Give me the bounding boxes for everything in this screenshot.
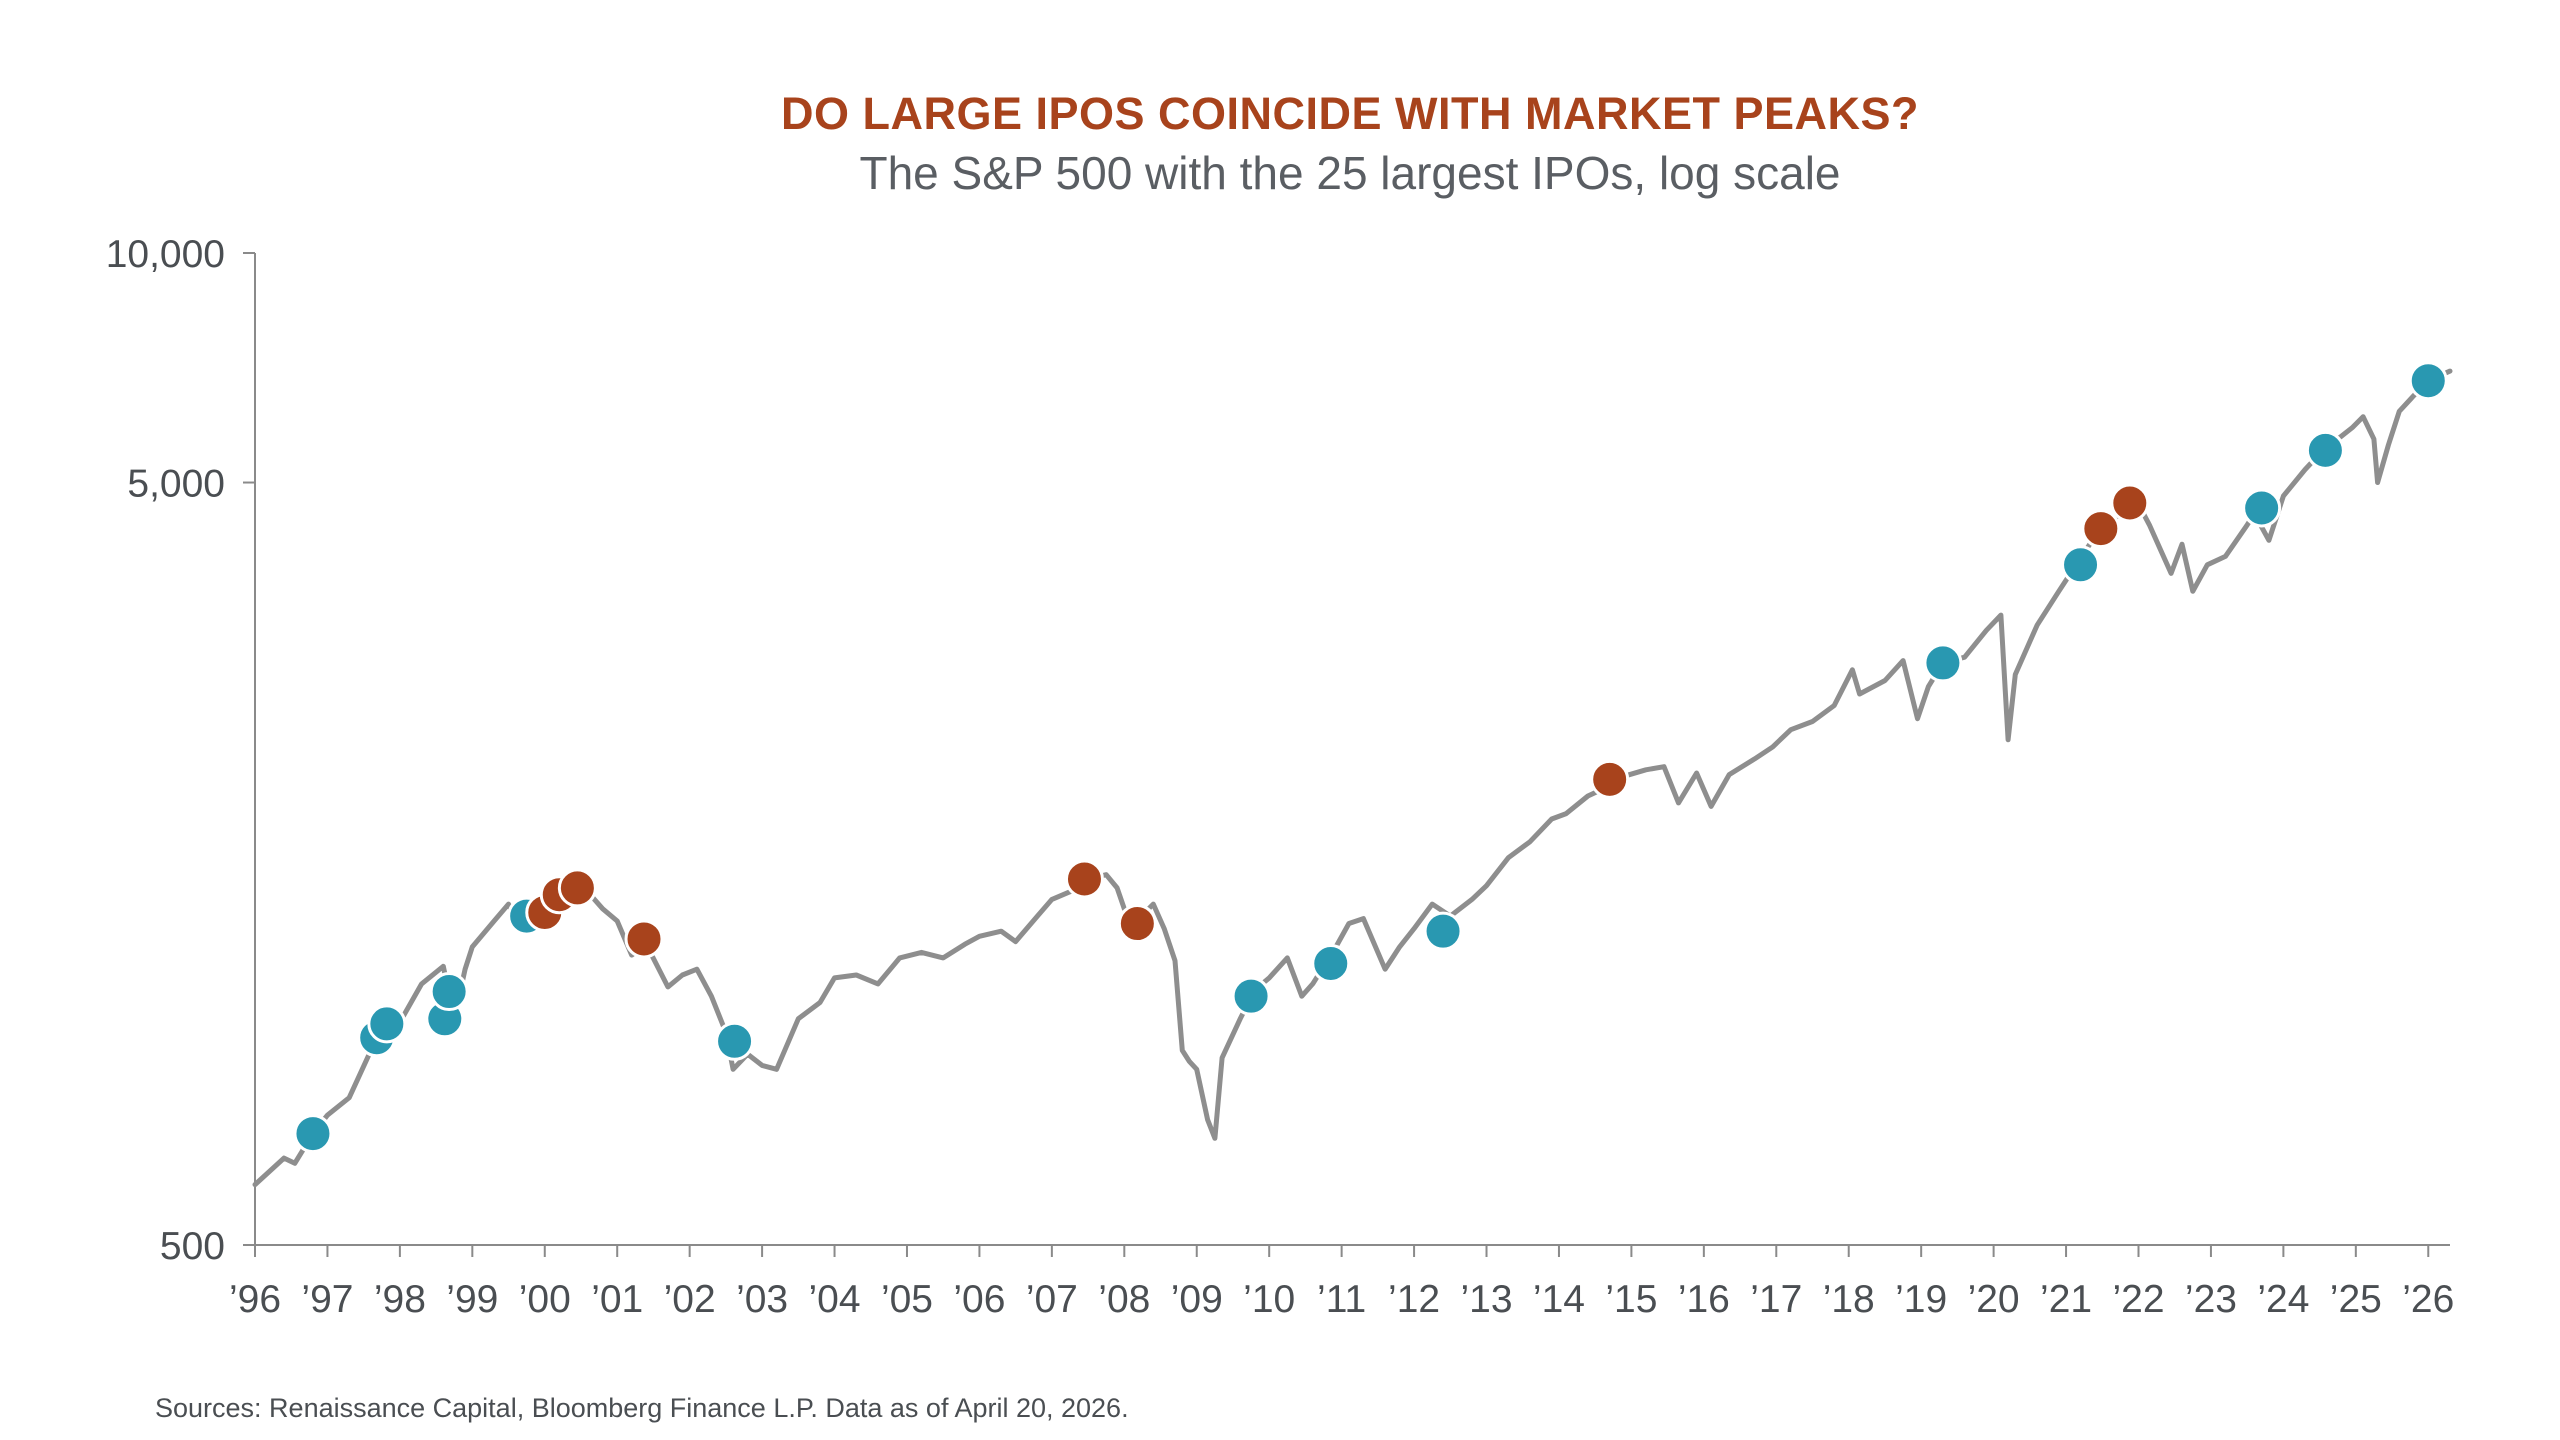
x-tick-label: ’22 xyxy=(2112,1278,2164,1321)
ipo-marker-blue xyxy=(715,1021,755,1061)
ipo-marker-blue xyxy=(1311,943,1351,983)
ipo-marker-blue xyxy=(2305,430,2345,470)
x-tick-label: ’12 xyxy=(1388,1278,1440,1321)
ipo-marker-red xyxy=(1117,904,1157,944)
ipo-marker-red xyxy=(1590,759,1630,799)
source-note: Sources: Renaissance Capital, Bloomberg … xyxy=(155,1393,1129,1423)
x-tick-label: ’05 xyxy=(881,1278,933,1321)
x-tick-label: ’26 xyxy=(2402,1278,2454,1321)
ipo-marker-red xyxy=(2110,483,2150,523)
x-tick-label: ’24 xyxy=(2257,1278,2309,1321)
x-tick-label: ’96 xyxy=(229,1278,281,1321)
x-tick-label: ’20 xyxy=(1968,1278,2020,1321)
x-tick-label: ’10 xyxy=(1243,1278,1295,1321)
x-tick-label: ’03 xyxy=(736,1278,788,1321)
x-tick-label: ’02 xyxy=(664,1278,716,1321)
ipo-marker-blue xyxy=(1231,976,1271,1016)
x-tick-label: ’17 xyxy=(1750,1278,1802,1321)
chart-title: DO LARGE IPOS COINCIDE WITH MARKET PEAKS… xyxy=(780,88,1920,139)
ipo-marker-red xyxy=(557,868,597,908)
tick-labels: 10,000 5,000 500’96 ’97 ’98 ’99 ’00 ’01 ’02 ’03 ’0… xyxy=(106,233,2455,1321)
ipo-marker-red xyxy=(1064,859,1104,899)
ipo-marker-blue xyxy=(293,1114,333,1154)
x-tick-label: ’13 xyxy=(1460,1278,1512,1321)
x-tick-label: ’08 xyxy=(1098,1278,1150,1321)
x-tick-label: ’00 xyxy=(519,1278,571,1321)
chart-subtitle: The S&P 500 with the 25 largest IPOs, lo… xyxy=(859,147,1841,199)
x-tick-label: ’09 xyxy=(1171,1278,1223,1321)
x-tick-label: ’23 xyxy=(2185,1278,2237,1321)
x-tick-label: ’04 xyxy=(809,1278,861,1321)
ipo-marker-blue xyxy=(2061,545,2101,585)
x-tick-label: ’06 xyxy=(953,1278,1005,1321)
x-tick-label: ’25 xyxy=(2330,1278,2382,1321)
x-tick-label: ’15 xyxy=(1605,1278,1657,1321)
y-tick-label: 500 xyxy=(160,1225,225,1268)
y-tick-label: 10,000 xyxy=(106,233,225,276)
x-tick-label: ’07 xyxy=(1026,1278,1078,1321)
ipo-marker-red xyxy=(624,919,664,959)
ipo-marker-blue xyxy=(2242,488,2282,528)
x-tick-label: ’14 xyxy=(1533,1278,1585,1321)
y-tick-label: 5,000 xyxy=(127,463,225,506)
ipo-markers xyxy=(293,361,2448,1154)
ipo-marker-blue xyxy=(429,972,469,1012)
ipo-marker-blue xyxy=(1423,911,1463,951)
axes xyxy=(243,252,2450,1257)
x-tick-label: ’16 xyxy=(1678,1278,1730,1321)
ipo-marker-red xyxy=(2081,509,2121,549)
x-tick-label: ’99 xyxy=(446,1278,498,1321)
ipo-marker-blue xyxy=(367,1004,407,1044)
x-tick-label: ’19 xyxy=(1895,1278,1947,1321)
x-tick-label: ’18 xyxy=(1823,1278,1875,1321)
x-tick-label: ’98 xyxy=(374,1278,426,1321)
ipo-marker-blue xyxy=(2408,361,2448,401)
x-tick-label: ’11 xyxy=(1317,1278,1366,1321)
x-tick-label: ’21 xyxy=(2040,1278,2092,1321)
x-tick-label: ’01 xyxy=(591,1278,643,1321)
x-tick-label: ’97 xyxy=(301,1278,353,1321)
ipo-marker-blue xyxy=(1923,643,1963,683)
